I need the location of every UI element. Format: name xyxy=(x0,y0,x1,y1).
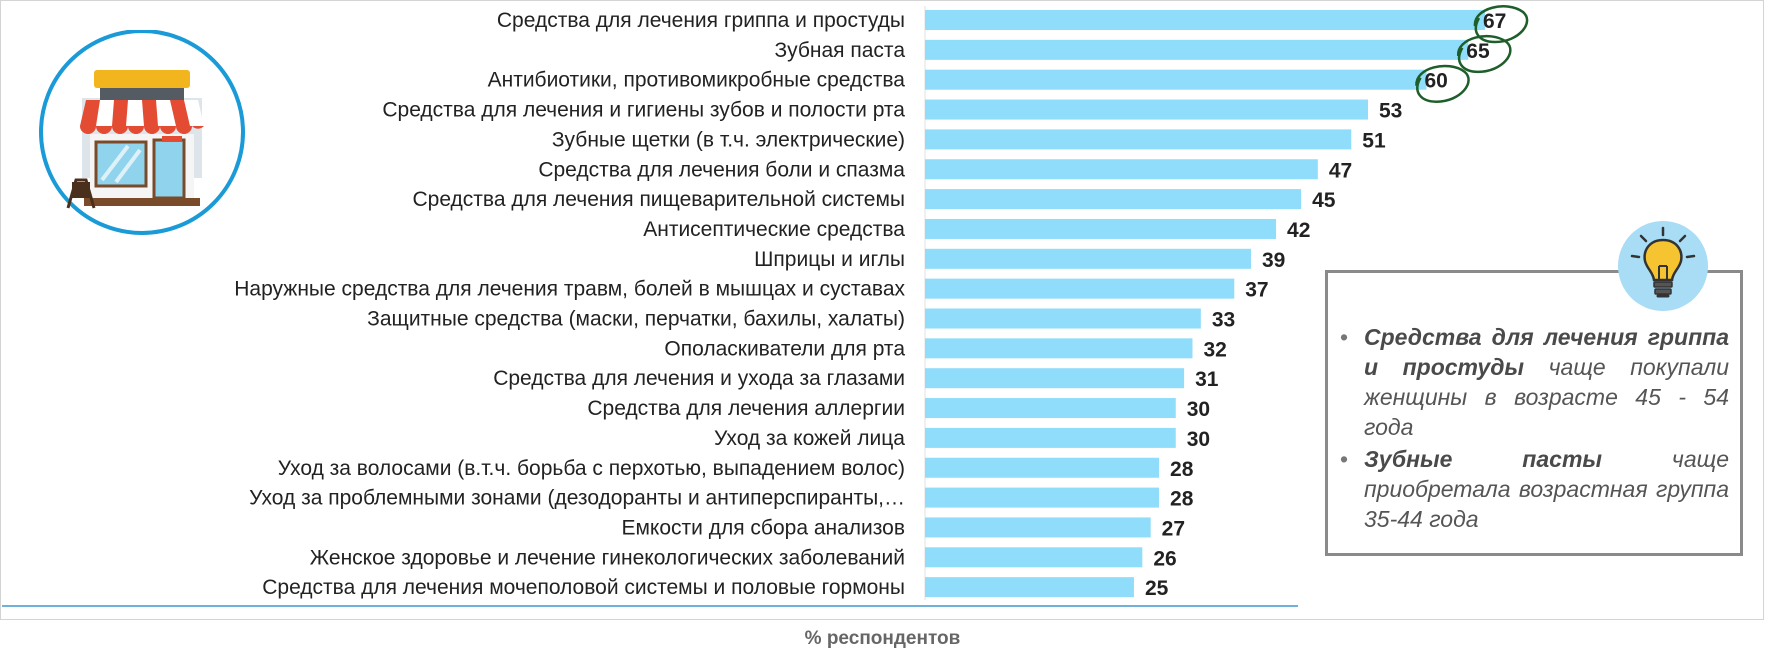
category-label: Защитные средства (маски, перчатки, бахи… xyxy=(367,308,905,331)
category-label: Уход за волосами (в.т.ч. борьба с перхот… xyxy=(278,457,905,480)
category-label: Зубные щетки (в т.ч. электрические) xyxy=(552,128,905,151)
value-label: 31 xyxy=(1195,368,1219,391)
bar xyxy=(925,218,1277,239)
category-labels-group: Средства для лечения гриппа и простуды Зу… xyxy=(234,9,905,599)
category-label: Антибиотики, противомикробные средства xyxy=(488,69,906,92)
category-label: Ополаскиватели для рта xyxy=(664,337,905,360)
bar xyxy=(925,517,1151,538)
bar xyxy=(925,398,1176,419)
value-label: 47 xyxy=(1329,159,1352,182)
highlight-circle xyxy=(1415,64,1470,103)
bar xyxy=(925,338,1193,359)
bar xyxy=(925,159,1318,180)
bar xyxy=(925,278,1235,299)
value-label: 30 xyxy=(1187,428,1210,451)
bar xyxy=(925,248,1251,269)
bar xyxy=(925,577,1134,598)
bar xyxy=(925,69,1427,90)
value-label: 51 xyxy=(1362,129,1386,152)
category-label: Шприцы и иглы xyxy=(754,248,905,271)
bar xyxy=(925,10,1485,30)
value-label: 37 xyxy=(1245,279,1268,302)
category-label: Средства для лечения мочеполовой системы… xyxy=(262,576,905,599)
bar-chart: Средства для лечения гриппа и простуды Зу… xyxy=(234,5,1529,600)
lightbulb-icon xyxy=(1618,221,1708,311)
insight-list: Средства для лечения гриппа и простуды ч… xyxy=(1336,322,1729,534)
value-label: 39 xyxy=(1262,249,1285,272)
category-label: Емкости для сбора анализов xyxy=(621,516,905,539)
value-label: 67 xyxy=(1483,10,1506,33)
category-label: Средства для лечения и гигиены зубов и п… xyxy=(382,99,905,122)
insight-item-text: чаще покупали женщины в возрасте 45 - 54… xyxy=(1364,354,1729,440)
highlight-circle xyxy=(1457,34,1512,74)
value-label: 65 xyxy=(1466,40,1490,63)
value-label: 27 xyxy=(1162,517,1185,540)
bar xyxy=(925,547,1143,568)
value-label: 33 xyxy=(1212,309,1235,332)
bars-group xyxy=(925,10,1485,598)
store-icon xyxy=(39,30,245,235)
insight-item-bold: Средства для лечения гриппа и простуды xyxy=(1364,324,1729,380)
value-label: 60 xyxy=(1424,70,1447,93)
value-label: 42 xyxy=(1287,219,1310,242)
category-label: Средства для лечения боли и спазма xyxy=(538,158,905,181)
category-label: Средства для лечения и ухода за глазами xyxy=(493,367,905,390)
category-label: Зубная паста xyxy=(774,39,905,62)
bar xyxy=(925,368,1185,389)
value-label: 30 xyxy=(1187,398,1210,421)
bar xyxy=(925,189,1302,210)
bar xyxy=(925,427,1176,448)
bar xyxy=(925,308,1201,329)
insight-item-bold: Зубные пасты xyxy=(1364,446,1603,472)
bar xyxy=(925,99,1368,120)
bar xyxy=(925,39,1469,60)
bar xyxy=(925,487,1160,508)
category-label: Средства для лечения аллергии xyxy=(587,397,905,420)
category-label: Наружные средства для лечения травм, бол… xyxy=(234,278,905,301)
insight-item: Зубные пасты чаще приобретала возрастная… xyxy=(1336,444,1729,534)
value-label: 32 xyxy=(1203,338,1226,361)
category-label: Антисептические средства xyxy=(643,218,905,241)
category-label: Женское здоровье и лечение гинекологичес… xyxy=(310,546,905,569)
highlight-circles-group xyxy=(1415,5,1529,103)
value-label: 25 xyxy=(1145,577,1169,600)
category-label: Средства для лечения гриппа и простуды xyxy=(497,9,905,32)
insight-item: Средства для лечения гриппа и простуды ч… xyxy=(1336,322,1729,442)
insight-item-text: чаще приобретала возрастная группа 35-44… xyxy=(1364,446,1729,532)
bottom-rule xyxy=(2,605,1298,607)
value-label: 45 xyxy=(1312,189,1336,212)
value-label: 53 xyxy=(1379,100,1402,123)
bar xyxy=(925,129,1352,150)
category-label: Уход за кожей лица xyxy=(714,427,905,450)
category-label: Средства для лечения пищеварительной сис… xyxy=(412,188,905,211)
category-label: Уход за проблемными зонами (дезодоранты … xyxy=(249,487,905,510)
bar xyxy=(925,457,1160,478)
x-axis-title: % респондентов xyxy=(804,628,961,649)
value-label: 26 xyxy=(1153,547,1176,570)
value-label: 28 xyxy=(1170,458,1194,481)
value-label: 28 xyxy=(1170,488,1194,511)
